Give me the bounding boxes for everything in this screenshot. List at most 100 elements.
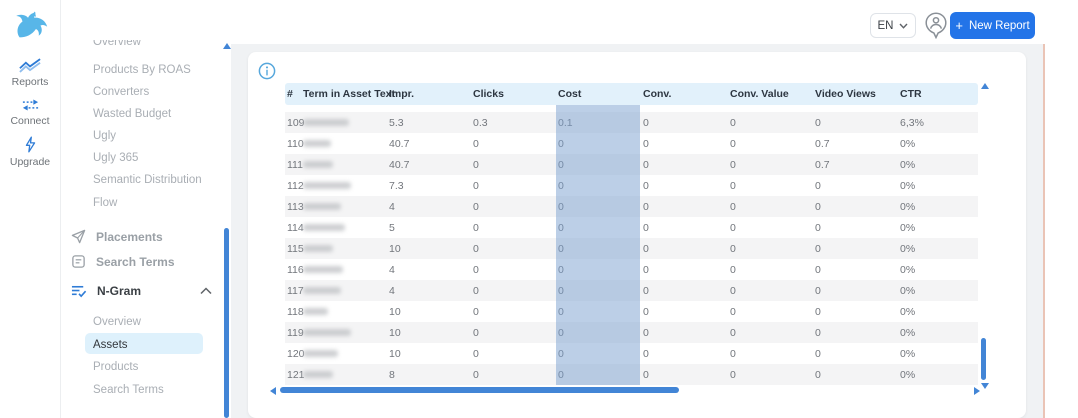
table-row[interactable]: 113 4 0 0 0 0 0 0% [285, 196, 978, 217]
rail-item-connect[interactable]: Connect [0, 98, 60, 127]
cell-num: 112 [287, 180, 304, 192]
table-row[interactable]: 114 5 0 0 0 0 0 0% [285, 217, 978, 238]
table-horizontal-scrollbar-thumb[interactable] [280, 387, 679, 393]
cell-video_views: 0.7 [815, 159, 830, 171]
table-row[interactable]: 112 7.3 0 0 0 0 0 0% [285, 175, 978, 196]
cell-ctr: 0% [900, 243, 916, 255]
table-row[interactable]: 109 5.3 0.3 0.1 0 0 0 6,3% [285, 112, 978, 133]
column-header-cost[interactable]: Cost [558, 88, 582, 100]
cell-cost: 0 [558, 327, 564, 339]
table-row[interactable]: 111 40.7 0 0 0 0 0.7 0% [285, 154, 978, 175]
cell-num: 111 [287, 159, 303, 171]
column-header-impr[interactable]: Impr. [389, 88, 415, 100]
ngram-subitem-overview[interactable]: Overview [93, 316, 141, 328]
cell-cost: 0 [558, 180, 564, 192]
redacted-term [303, 224, 345, 231]
table-row[interactable]: 120 10 0 0 0 0 0 0% [285, 343, 978, 364]
plus-icon: + [955, 18, 963, 33]
cell-video_views: 0 [815, 348, 821, 360]
dolphin-logo[interactable] [14, 9, 50, 41]
cell-conv_value: 0 [730, 327, 736, 339]
info-icon[interactable] [258, 62, 276, 80]
column-header-ctr[interactable]: CTR [900, 88, 922, 100]
column-header-num[interactable]: # [287, 88, 293, 100]
sidebar-item-ugly[interactable]: Ugly [93, 130, 117, 142]
column-header-term[interactable]: Term in Asset Text [303, 88, 395, 100]
table-row[interactable]: 117 4 0 0 0 0 0 0% [285, 280, 978, 301]
sidebar-item-converters[interactable]: Converters [93, 86, 150, 98]
cell-num: 114 [287, 222, 304, 234]
cell-conv_value: 0 [730, 306, 736, 318]
table-row[interactable]: 110 40.7 0 0 0 0 0.7 0% [285, 133, 978, 154]
cell-conv: 0 [643, 369, 649, 381]
cell-video_views: 0 [815, 201, 821, 213]
cell-clicks: 0 [473, 306, 479, 318]
cell-clicks: 0 [473, 159, 479, 171]
sidebar-section-placements[interactable]: Placements [71, 229, 163, 244]
table-scroll-up-arrow[interactable] [981, 83, 989, 89]
redacted-term [303, 308, 328, 315]
table-row[interactable]: 119 10 0 0 0 0 0 0% [285, 322, 978, 343]
cell-impr: 5.3 [389, 117, 404, 129]
cell-conv: 0 [643, 264, 649, 276]
sidebar-scroll-up-arrow[interactable] [223, 43, 231, 49]
cell-video_views: 0 [815, 369, 821, 381]
rail-item-upgrade[interactable]: Upgrade [0, 136, 60, 168]
cell-video_views: 0 [815, 243, 821, 255]
sidebar-section-ngram[interactable]: N-Gram [71, 284, 141, 298]
cell-cost: 0 [558, 264, 564, 276]
paper-plane-icon [71, 229, 86, 244]
cell-num: 109 [287, 117, 305, 129]
sidebar-section-label: Placements [96, 229, 163, 244]
sidebar-section-label: Search Terms [96, 254, 175, 269]
chevron-up-icon[interactable] [200, 287, 212, 295]
column-header-conv[interactable]: Conv. [643, 88, 672, 100]
cell-cost: 0 [558, 201, 564, 213]
column-header-clicks[interactable]: Clicks [473, 88, 504, 100]
cell-video_views: 0 [815, 306, 821, 318]
language-selector[interactable]: EN [870, 13, 916, 38]
cell-video_views: 0 [815, 285, 821, 297]
new-report-button[interactable]: + New Report [950, 12, 1035, 39]
cell-video_views: 0 [815, 117, 821, 129]
sidebar-item-flow[interactable]: Flow [93, 197, 118, 209]
column-header-video_views[interactable]: Video Views [815, 88, 876, 100]
cell-ctr: 0% [900, 327, 916, 339]
cell-num: 117 [287, 285, 304, 297]
ngram-subitem-search-terms[interactable]: Search Terms [93, 384, 164, 396]
sidebar-item-semantic-distribution[interactable]: Semantic Distribution [93, 174, 202, 186]
cell-ctr: 0% [900, 201, 916, 213]
cell-conv_value: 0 [730, 348, 736, 360]
sidebar-scrollbar-thumb[interactable] [224, 228, 229, 418]
cell-conv_value: 0 [730, 138, 736, 150]
cell-impr: 40.7 [389, 159, 410, 171]
table-scroll-right-arrow[interactable] [974, 387, 980, 395]
user-location-pin-icon[interactable] [925, 12, 947, 39]
cell-cost: 0.1 [558, 117, 573, 129]
sidebar-item-wasted-budget[interactable]: Wasted Budget [93, 108, 172, 120]
sidebar-section-search-terms[interactable]: Search Terms [71, 254, 175, 269]
cell-conv_value: 0 [730, 264, 736, 276]
cell-clicks: 0 [473, 327, 479, 339]
redacted-term [303, 203, 341, 210]
table-row[interactable]: 116 4 0 0 0 0 0 0% [285, 259, 978, 280]
ngram-subitem-products[interactable]: Products [93, 361, 139, 373]
cell-num: 113 [287, 201, 304, 213]
ngram-subitem-assets[interactable]: Assets [93, 339, 128, 351]
column-header-conv_value[interactable]: Conv. Value [730, 88, 789, 100]
cell-num: 115 [287, 243, 304, 255]
table-row[interactable]: 115 10 0 0 0 0 0 0% [285, 238, 978, 259]
sidebar-item-ugly-365[interactable]: Ugly 365 [93, 152, 139, 164]
redacted-term [303, 245, 333, 252]
sidebar-item-products-by-roas[interactable]: Products By ROAS [93, 64, 191, 76]
table-vertical-scrollbar-thumb[interactable] [981, 338, 986, 380]
cell-video_views: 0 [815, 264, 821, 276]
table-scroll-left-arrow[interactable] [270, 387, 276, 395]
table-row[interactable]: 121 8 0 0 0 0 0 0% [285, 364, 978, 385]
rail-item-reports[interactable]: Reports [0, 58, 60, 88]
table-scroll-down-arrow[interactable] [981, 383, 989, 389]
report-card: # Term in Asset Text Impr. Clicks Cost Conv. C… [248, 52, 1026, 418]
cell-conv: 0 [643, 327, 649, 339]
cell-conv_value: 0 [730, 369, 736, 381]
table-row[interactable]: 118 10 0 0 0 0 0 0% [285, 301, 978, 322]
